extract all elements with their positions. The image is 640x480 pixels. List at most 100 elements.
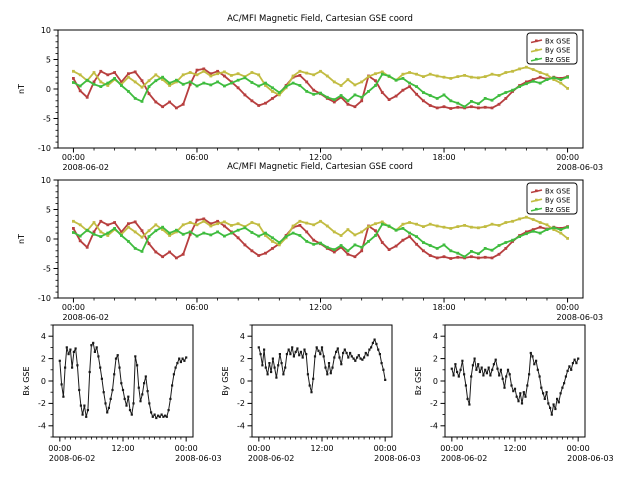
y-tick-label: 5 bbox=[46, 205, 51, 214]
legend-entry-bx: Bx GSE bbox=[530, 38, 570, 46]
series-line-bz bbox=[451, 352, 579, 416]
x-tick-label: 00:00 bbox=[62, 303, 85, 312]
y-tick-label: 0 bbox=[46, 85, 51, 94]
y-tick-label: -2 bbox=[237, 399, 245, 408]
y-tick-label: 0 bbox=[433, 377, 438, 386]
series-line-bz bbox=[72, 73, 569, 108]
x-date-label: 2008-06-03 bbox=[175, 454, 222, 463]
series-line-bz bbox=[72, 223, 569, 258]
y-axis-label-bx: Bx GSE bbox=[22, 366, 31, 395]
x-tick-label: 12:00 bbox=[309, 303, 332, 312]
x-tick-label: 00:00 bbox=[247, 444, 270, 453]
plot-frame bbox=[57, 29, 584, 149]
y-tick-label: -2 bbox=[38, 399, 46, 408]
series-markers-bz bbox=[72, 222, 569, 259]
plot-frame bbox=[251, 324, 393, 438]
x-tick-label: 00:00 bbox=[374, 444, 397, 453]
x-tick-label: 18:00 bbox=[432, 303, 455, 312]
series-markers-bz bbox=[450, 351, 580, 416]
series-markers-bx bbox=[58, 341, 188, 420]
y-tick-label: 2 bbox=[240, 354, 245, 363]
y-axis-label-nt-top: nT bbox=[17, 84, 26, 94]
y-axis-label-bz: Bz GSE bbox=[414, 367, 423, 396]
y-tick-label: -2 bbox=[430, 399, 438, 408]
plot-frame bbox=[57, 179, 584, 299]
panel-title-middle: AC/MFI Magnetic Field, Cartesian GSE coo… bbox=[227, 162, 413, 172]
y-tick-label: 2 bbox=[433, 354, 438, 363]
legend-marker-sample bbox=[535, 48, 538, 52]
x-date-label: 2008-06-02 bbox=[441, 454, 488, 463]
legend-marker-sample bbox=[535, 198, 538, 202]
y-tick-label: 4 bbox=[433, 332, 438, 341]
y-tick-label: -10 bbox=[38, 144, 51, 153]
legend-entry-bz: Bz GSE bbox=[530, 206, 570, 214]
y-tick-label: -4 bbox=[430, 422, 438, 431]
y-tick-label: -10 bbox=[38, 294, 51, 303]
x-date-label: 2008-06-02 bbox=[62, 313, 109, 322]
y-axis-label-nt-middle: nT bbox=[17, 234, 26, 244]
y-axis-label-by: By GSE bbox=[221, 366, 230, 395]
y-tick-label: 4 bbox=[41, 332, 46, 341]
series-line-bx bbox=[59, 342, 187, 419]
x-tick-label: 18:00 bbox=[432, 153, 455, 162]
legend-label: Bx GSE bbox=[545, 38, 570, 46]
x-date-label: 2008-06-02 bbox=[248, 454, 295, 463]
legend-label: Bx GSE bbox=[545, 188, 570, 196]
y-tick-label: 0 bbox=[46, 235, 51, 244]
y-tick-label: 0 bbox=[240, 377, 245, 386]
x-tick-label: 00:00 bbox=[175, 444, 198, 453]
x-date-label: 2008-06-03 bbox=[567, 454, 614, 463]
y-tick-label: 5 bbox=[46, 55, 51, 64]
x-tick-label: 12:00 bbox=[310, 444, 333, 453]
y-tick-label: 10 bbox=[41, 176, 51, 185]
series-markers-bz bbox=[72, 72, 569, 109]
x-tick-label: 12:00 bbox=[503, 444, 526, 453]
legend-entry-bx: Bx GSE bbox=[530, 188, 570, 196]
y-tick-label: -5 bbox=[43, 114, 51, 123]
x-tick-label: 00:00 bbox=[556, 153, 579, 162]
y-tick-label: -4 bbox=[237, 422, 245, 431]
x-date-label: 2008-06-03 bbox=[557, 313, 604, 322]
panel-title-top: AC/MFI Magnetic Field, Cartesian GSE coo… bbox=[227, 14, 413, 24]
legend-marker-sample bbox=[535, 189, 538, 193]
legend-marker-sample bbox=[535, 207, 538, 211]
legend-entry-by: By GSE bbox=[530, 197, 570, 205]
x-tick-label: 00:00 bbox=[48, 444, 71, 453]
legend-entry-bz: Bz GSE bbox=[530, 56, 570, 64]
x-tick-label: 12:00 bbox=[111, 444, 134, 453]
y-tick-label: 4 bbox=[240, 332, 245, 341]
y-tick-label: 10 bbox=[41, 26, 51, 35]
y-tick-label: 2 bbox=[41, 354, 46, 363]
x-tick-label: 00:00 bbox=[62, 153, 85, 162]
x-tick-label: 06:00 bbox=[185, 303, 208, 312]
legend-entry-by: By GSE bbox=[530, 47, 570, 55]
x-date-label: 2008-06-03 bbox=[374, 454, 421, 463]
legend-marker-sample bbox=[535, 39, 538, 43]
y-tick-label: 0 bbox=[41, 377, 46, 386]
plot-frame bbox=[444, 324, 586, 438]
x-date-label: 2008-06-02 bbox=[62, 163, 109, 172]
legend-label: By GSE bbox=[545, 47, 570, 55]
x-tick-label: 06:00 bbox=[185, 153, 208, 162]
x-tick-label: 00:00 bbox=[567, 444, 590, 453]
x-tick-label: 12:00 bbox=[309, 153, 332, 162]
y-tick-label: -5 bbox=[43, 264, 51, 273]
legend-label: Bz GSE bbox=[545, 206, 570, 214]
x-tick-label: 00:00 bbox=[556, 303, 579, 312]
x-tick-label: 00:00 bbox=[440, 444, 463, 453]
x-date-label: 2008-06-03 bbox=[557, 163, 604, 172]
legend-label: By GSE bbox=[545, 197, 570, 205]
plot-frame bbox=[52, 324, 194, 438]
legend-label: Bz GSE bbox=[545, 56, 570, 64]
series-markers-by bbox=[257, 338, 387, 394]
y-tick-label: -4 bbox=[38, 422, 46, 431]
x-date-label: 2008-06-02 bbox=[49, 454, 95, 463]
